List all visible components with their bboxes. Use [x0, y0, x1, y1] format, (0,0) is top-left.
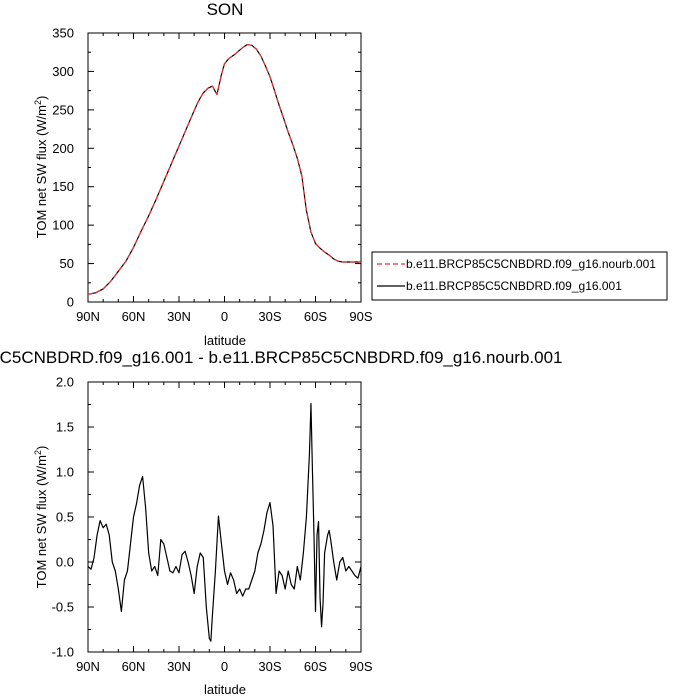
bottom-x-tick-label: 0 — [221, 659, 228, 674]
bottom-x-axis-label: latitude — [204, 682, 246, 697]
top-x-axis-label: latitude — [204, 333, 246, 348]
legend-label-nourb: b.e11.BRCP85C5CNBDRD.f09_g16.nourb.001 — [406, 257, 656, 271]
bottom-x-tick-label: 90N — [76, 659, 100, 674]
top-x-tick-label: 30S — [258, 309, 281, 324]
bottom-y-tick-label: -0.5 — [52, 600, 74, 615]
legend-box — [371, 251, 668, 301]
top-chart: SON 90N 60N 30N 0 30S 60S 90S 0 50 100 150 200 250 30… — [33, 0, 668, 348]
bottom-y-axis-label: TOM net SW flux (W/m2) — [33, 446, 49, 589]
bottom-y-axis-label-main: TOM net SW flux (W/m — [34, 455, 49, 588]
bottom-y-tick-label: 2.0 — [56, 375, 74, 390]
top-y-tick-label: 350 — [52, 26, 74, 41]
bottom-y-tick-label: 1.5 — [56, 420, 74, 435]
bottom-x-tick-label: 30N — [167, 659, 191, 674]
bottom-x-tick-label: 90S — [349, 659, 372, 674]
top-y-tick-label: 50 — [60, 256, 74, 271]
top-x-tick-label: 60S — [304, 309, 327, 324]
top-y-tick-label: 150 — [52, 179, 74, 194]
bottom-y-axis-label-sup: 2 — [33, 450, 43, 455]
top-y-tick-label: 0 — [67, 295, 74, 310]
top-y-tick-label: 250 — [52, 102, 74, 117]
top-x-tick-label: 0 — [221, 309, 228, 324]
top-x-tick-label: 90S — [349, 309, 372, 324]
top-plot-frame — [87, 32, 362, 303]
bottom-x-tick-label: 60N — [122, 659, 146, 674]
top-y-axis-label-main: TOM net SW flux (W/m — [34, 105, 49, 238]
top-x-tick-label: 90N — [76, 309, 100, 324]
legend-label-ctrl: b.e11.BRCP85C5CNBDRD.f09_g16.001 — [406, 279, 622, 293]
bottom-y-tick-label: 0.5 — [56, 510, 74, 525]
top-series-line-0 — [87, 43, 361, 295]
bottom-y-tick-label: -1.0 — [52, 645, 74, 660]
bottom-y-axis-label-close: ) — [34, 446, 49, 450]
top-y-tick-label: 100 — [52, 218, 74, 233]
top-y-axis-label-close: ) — [34, 96, 49, 100]
top-x-tick-label: 30N — [167, 309, 191, 324]
bottom-chart: b.e11.BRCP85C5CNBDRD.f09_g16.001 - b.e11… — [0, 348, 563, 697]
bottom-series-line-0 — [87, 403, 362, 642]
top-y-tick-label: 200 — [52, 141, 74, 156]
top-y-axis-label-sup: 2 — [33, 100, 43, 105]
top-y-axis-label: TOM net SW flux (W/m2) — [33, 96, 49, 239]
bottom-x-tick-label: 60S — [304, 659, 327, 674]
bottom-x-tick-label: 30S — [258, 659, 281, 674]
bottom-chart-title: b.e11.BRCP85C5CNBDRD.f09_g16.001 - b.e11… — [0, 348, 563, 367]
legend: b.e11.BRCP85C5CNBDRD.f09_g16.nourb.001 b… — [371, 251, 668, 301]
top-chart-title: SON — [207, 0, 244, 19]
top-y-tick-label: 300 — [52, 64, 74, 79]
bottom-y-tick-label: 0.0 — [56, 555, 74, 570]
bottom-plot-frame — [87, 381, 362, 653]
top-x-tick-label: 60N — [122, 309, 146, 324]
bottom-y-tick-label: 1.0 — [56, 465, 74, 480]
